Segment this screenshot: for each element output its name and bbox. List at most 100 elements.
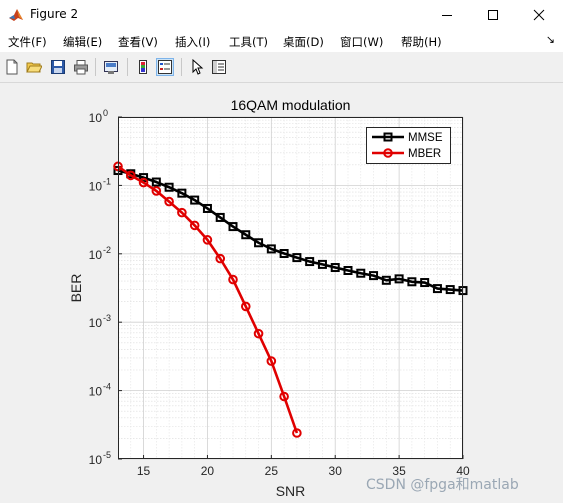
colorbar-icon[interactable] [135,59,151,75]
y-tick-exponent: -1 [103,176,111,186]
menu-item[interactable]: 插入(I) [175,35,211,49]
y-tick-label: 10 [89,385,103,399]
series-mmse [113,166,468,296]
data-point-mber [266,356,277,366]
data-point-mber [125,170,136,181]
new-figure-icon[interactable] [4,59,20,75]
data-point-mber [292,428,302,438]
data-point-mber [240,301,251,312]
legend-marker [383,148,393,158]
y-tick-exponent: -3 [103,313,111,323]
data-point-mmse [241,230,251,240]
print-icon[interactable] [73,59,89,75]
data-point-mmse [177,188,187,198]
data-point-mmse [292,253,302,263]
save-icon[interactable] [50,59,66,75]
close-icon [533,9,545,21]
legend[interactable]: MMSE MBER [366,127,451,164]
x-tick-label: 30 [329,464,343,478]
data-point-mber [215,253,226,264]
data-point-mber [177,207,187,218]
data-point-mmse [445,285,455,295]
menubar-overflow-arrow-icon[interactable]: ↘ [545,33,555,46]
figure-toolbar [0,52,563,83]
data-point-mmse [190,195,200,205]
window-title: Figure 2 [30,7,79,21]
open-file-icon[interactable] [26,59,42,75]
minimize-button[interactable] [424,0,470,30]
data-point-mmse [266,244,276,254]
data-point-mmse [432,284,442,294]
print-preview-icon[interactable] [103,59,119,75]
chart-title: 16QAM modulation [231,97,351,113]
data-point-mber [202,235,213,245]
legend-label: MBER [408,148,441,160]
data-point-mber [164,196,174,207]
axes-background [118,117,463,459]
toolbar-separator [127,58,128,76]
menu-bar: ↘ 文件(F) 编辑(E) 查看(V) 插入(I) 工具(T) 桌面(D) 窗口(W) 帮助(… [0,30,563,52]
close-button[interactable] [516,0,562,30]
y-tick-exponent: -2 [103,245,111,255]
property-inspector-icon[interactable] [211,59,227,75]
data-point-mber [253,328,264,339]
legend-marker [383,132,393,142]
menu-item[interactable]: 编辑(E) [63,35,103,49]
legend-icon[interactable] [156,58,174,76]
data-point-mber [138,177,149,188]
x-tick-label: 15 [137,464,151,478]
data-point-mmse [151,177,161,187]
toolbar-separator [95,58,96,76]
legend-entry-mber[interactable]: MBER [372,148,441,160]
menu-item[interactable]: 帮助(H) [401,35,442,49]
data-point-mber [189,220,200,231]
y-axis-label: BER [68,274,84,303]
y-tick-label: 10 [89,179,103,193]
data-point-mmse [305,257,315,267]
data-point-mber [279,391,289,402]
menu-item[interactable]: 窗口(W) [340,35,384,49]
y-tick-exponent: -5 [103,450,111,460]
data-point-mmse [356,268,366,278]
y-tick-label: 10 [89,453,103,467]
toolbar-separator [181,58,182,76]
x-tick-label: 25 [265,464,279,478]
axes-box [118,117,463,459]
y-tick-exponent: 0 [103,108,108,118]
data-point-mmse [215,212,225,222]
menu-item[interactable]: 桌面(D) [283,35,324,49]
data-point-mmse [317,259,327,269]
window-title-bar[interactable]: Figure 2 [0,0,563,30]
data-point-mmse [228,222,238,232]
series-mber [113,161,302,438]
data-point-mmse [407,277,417,287]
data-point-mmse [254,238,264,248]
data-point-mmse [202,203,212,213]
maximize-button[interactable] [470,0,516,30]
plot-series [113,161,468,438]
data-point-mmse [420,278,430,288]
legend-entry-mmse[interactable]: MMSE [372,132,443,144]
x-tick-label: 35 [392,464,406,478]
y-tick-label: 10 [89,111,103,125]
legend-label: MMSE [408,132,443,144]
y-tick-label: 10 [89,316,103,330]
matlab-logo-icon [9,9,23,21]
y-tick-label: 10 [89,248,103,262]
menu-item[interactable]: 查看(V) [118,35,158,49]
data-point-mmse [330,263,340,273]
data-point-mber [228,274,238,285]
pointer-icon[interactable] [189,59,205,75]
watermark: CSDN @fpga和matlab [366,477,519,493]
data-point-mmse [343,265,353,275]
menu-item[interactable]: 文件(F) [8,35,47,49]
y-tick-exponent: -4 [103,382,111,392]
data-point-mmse [164,182,174,192]
minor-grid [118,117,463,459]
legend-box [366,127,451,164]
menu-item[interactable]: 工具(T) [229,35,268,49]
x-axis-label: SNR [276,483,306,499]
minimize-icon [442,15,452,16]
